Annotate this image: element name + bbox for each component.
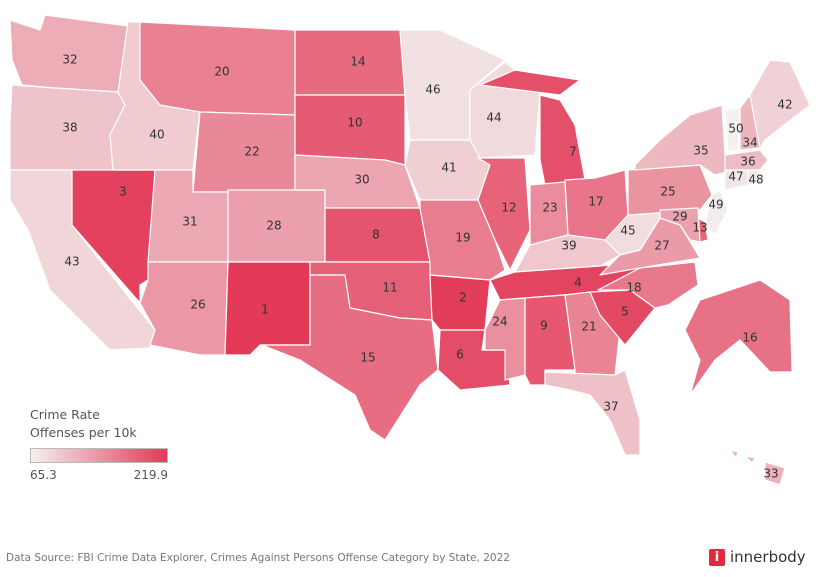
state-rank-label-ne: 30 [354, 173, 369, 187]
state-rank-label-or: 38 [62, 121, 77, 135]
state-rank-label-la: 6 [456, 348, 464, 362]
legend-min: 65.3 [30, 468, 57, 482]
state-rank-label-ga: 21 [581, 320, 596, 334]
state-ny [634, 104, 736, 176]
state-rank-label-fl: 37 [603, 400, 618, 414]
state-rank-label-mn: 46 [425, 83, 440, 97]
state-rank-label-id: 40 [149, 128, 164, 142]
state-rank-label-sc: 5 [621, 305, 629, 319]
state-az [139, 261, 229, 356]
legend-title: Crime Rate [30, 407, 100, 422]
state-rank-label-ri: 48 [748, 173, 763, 187]
state-rank-label-oh: 17 [588, 195, 603, 209]
state-rank-label-de: 13 [692, 221, 707, 235]
state-rank-label-al: 9 [540, 319, 548, 333]
state-rank-label-wi: 44 [486, 111, 501, 125]
state-rank-label-co: 28 [266, 219, 281, 233]
state-rank-label-in: 23 [542, 201, 557, 215]
state-rank-label-ms: 24 [492, 315, 507, 329]
state-rank-label-mo: 19 [455, 231, 470, 245]
state-md [659, 207, 701, 243]
state-rank-label-wa: 32 [62, 53, 77, 67]
state-fl [544, 369, 641, 456]
state-mi [539, 94, 586, 186]
state-rank-label-ny: 35 [693, 144, 708, 158]
state-hi [729, 449, 739, 459]
state-rank-label-me: 42 [777, 98, 792, 112]
state-rank-label-nm: 1 [261, 303, 269, 317]
state-rank-label-ok: 11 [382, 281, 397, 295]
state-rank-label-az: 26 [190, 298, 205, 312]
state-tx [261, 274, 439, 441]
state-rank-label-ut: 31 [182, 215, 197, 229]
state-rank-label-wv: 45 [620, 224, 635, 238]
state-rank-label-nv: 3 [119, 185, 127, 199]
state-hi [764, 461, 786, 486]
state-rank-label-sd: 10 [347, 116, 362, 130]
state-hi [744, 455, 756, 464]
state-ri [747, 169, 761, 186]
state-rank-label-mt: 20 [214, 65, 229, 79]
state-rank-label-ct: 47 [728, 170, 743, 184]
state-rank-label-md: 29 [672, 210, 687, 224]
innerbody-logo: i innerbody [709, 548, 806, 566]
state-rank-label-ma: 36 [740, 155, 755, 169]
state-rank-label-nc: 18 [626, 281, 641, 295]
state-rank-label-ky: 39 [561, 239, 576, 253]
brand-mark-icon: i [709, 548, 725, 566]
state-me [749, 59, 811, 149]
state-rank-label-tx: 15 [360, 351, 375, 365]
state-sd [294, 94, 406, 166]
state-rank-label-nj: 49 [708, 198, 723, 212]
state-rank-label-ak: 16 [742, 331, 757, 345]
state-rank-label-vt: 50 [728, 122, 743, 136]
state-il [477, 157, 531, 271]
data-source-note: Data Source: FBI Crime Data Explorer, Cr… [6, 552, 510, 564]
state-mi [479, 69, 581, 96]
state-rank-label-il: 12 [501, 201, 516, 215]
brand-name: innerbody [730, 548, 806, 566]
state-rank-label-nh: 34 [742, 136, 757, 150]
state-rank-label-ia: 41 [441, 161, 456, 175]
state-rank-label-va: 27 [654, 239, 669, 253]
state-rank-label-hi: 33 [763, 467, 778, 481]
state-rank-label-nd: 14 [350, 55, 365, 69]
state-vt [724, 107, 741, 153]
legend: Crime Rate Offenses per 10k 65.3 219.9 [30, 406, 168, 484]
state-nj [704, 189, 729, 236]
state-rank-label-ca: 43 [64, 255, 79, 269]
state-rank-label-ks: 8 [372, 228, 380, 242]
state-rank-label-mi: 7 [569, 145, 577, 159]
state-rank-label-tn: 4 [574, 276, 582, 290]
state-rank-label-wy: 22 [244, 145, 259, 159]
state-rank-label-pa: 25 [660, 185, 675, 199]
legend-subtitle: Offenses per 10k [30, 425, 137, 440]
state-ak [684, 279, 793, 396]
legend-max: 219.9 [133, 468, 168, 482]
legend-gradient-bar [30, 448, 168, 463]
state-ma [724, 149, 769, 171]
state-rank-label-ar: 2 [459, 291, 467, 305]
